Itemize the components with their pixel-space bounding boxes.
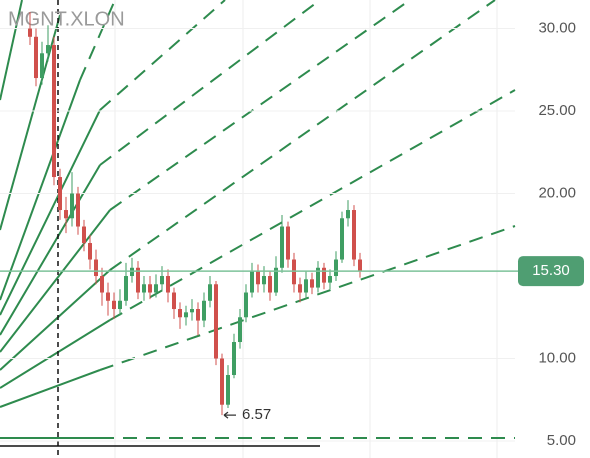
candle-body — [346, 210, 350, 219]
annotation-arrow — [223, 411, 236, 419]
candle-body — [136, 267, 140, 293]
candle-body — [142, 284, 146, 293]
candle-body — [178, 309, 182, 318]
candle-body — [238, 317, 242, 343]
candle-body — [88, 243, 92, 260]
candle-body — [352, 210, 356, 260]
annotation-label: 6.57 — [242, 406, 271, 423]
candle-body — [262, 276, 266, 285]
candle-body — [148, 284, 152, 293]
candle-body — [196, 309, 200, 321]
candle-body — [202, 300, 206, 321]
last-price-box — [518, 256, 584, 287]
candle-body — [106, 292, 110, 301]
candle-body — [166, 276, 170, 293]
candle-body — [250, 271, 254, 293]
y-tick-label: 20.00 — [538, 184, 576, 201]
candle-body — [154, 284, 158, 293]
candle-body — [304, 279, 308, 293]
y-tick-label: 25.00 — [538, 102, 576, 119]
y-tick-label: 5.00 — [547, 432, 576, 449]
last-price-label: 15.30 — [532, 262, 570, 279]
candle-body — [112, 300, 116, 310]
candle-body — [220, 358, 224, 405]
candle-body — [76, 193, 80, 227]
candle-body — [58, 177, 62, 211]
candle-body — [232, 342, 236, 376]
candle-body — [172, 292, 176, 310]
candle-body — [100, 276, 104, 293]
candle-body — [316, 267, 320, 288]
candle-body — [94, 259, 98, 277]
candle-body — [40, 53, 44, 79]
candle-body — [244, 292, 248, 318]
candle-body — [310, 279, 314, 288]
candle-body — [70, 193, 74, 219]
candle-body — [358, 259, 362, 272]
y-tick-label: 10.00 — [538, 349, 576, 366]
y-tick-label: 30.00 — [538, 20, 576, 37]
candle-body — [190, 309, 194, 313]
candle-body — [82, 226, 86, 244]
candle-body — [214, 284, 218, 359]
candle-body — [292, 259, 296, 285]
candle-body — [34, 36, 38, 79]
candle-body — [130, 267, 134, 277]
candle-body — [268, 276, 272, 293]
candle-body — [334, 259, 338, 277]
candle-body — [340, 218, 344, 260]
candle-body — [46, 45, 50, 54]
candle-body — [184, 312, 188, 318]
candle-body — [322, 267, 326, 283]
candle-body — [124, 276, 128, 301]
candle-body — [226, 375, 230, 405]
candle-body — [118, 300, 122, 310]
candle-body — [280, 226, 284, 268]
candle-body — [274, 267, 278, 293]
candle-body — [28, 28, 32, 37]
candle-body — [64, 210, 68, 219]
candle-body — [328, 276, 332, 283]
candle-body — [52, 45, 56, 178]
chart-title: MGNT.XLON — [8, 8, 125, 30]
candle-body — [286, 226, 290, 260]
candle-body — [256, 271, 260, 285]
fan-lines — [0, 0, 516, 458]
candle-body — [160, 276, 164, 285]
candle-body — [208, 284, 212, 301]
candle-body — [298, 284, 302, 293]
